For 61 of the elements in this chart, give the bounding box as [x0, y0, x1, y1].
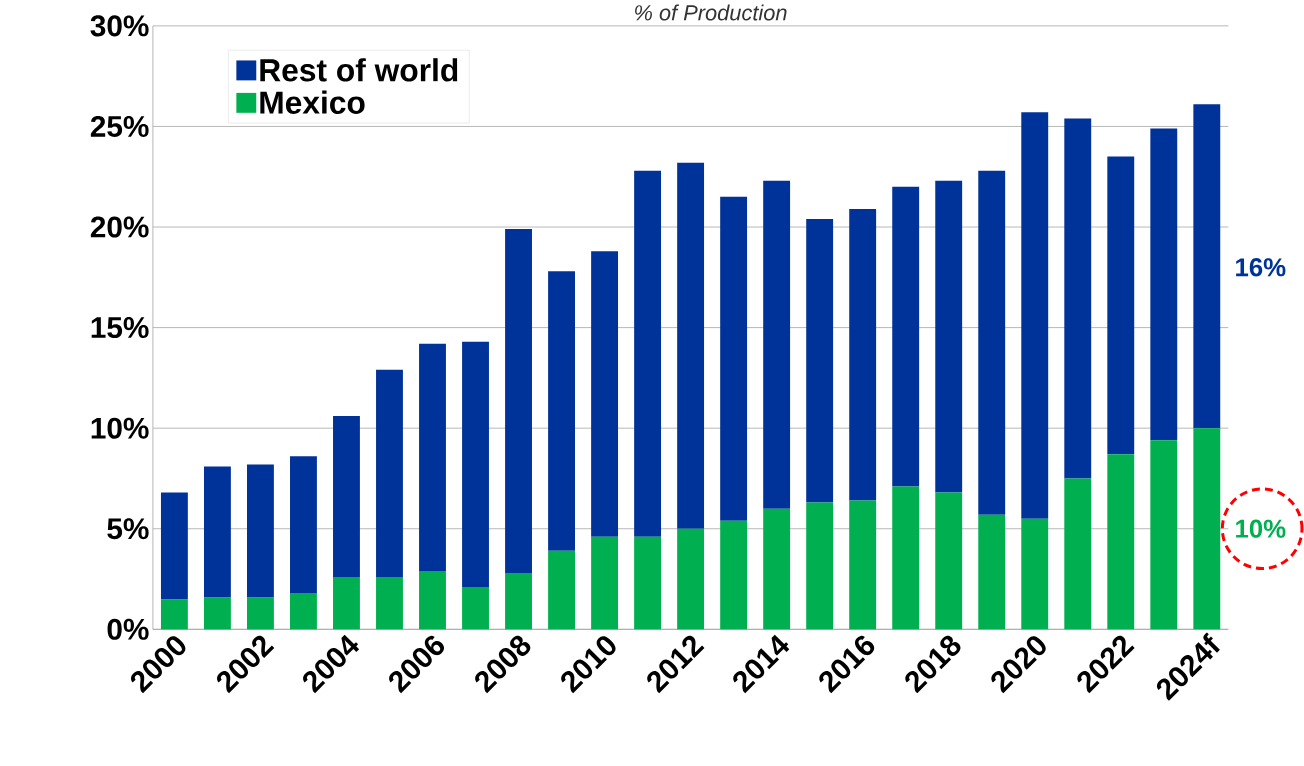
bar — [462, 587, 489, 630]
chart-title: % of Production — [635, 4, 787, 21]
bar — [203, 466, 231, 598]
bar — [978, 170, 1006, 515]
bar — [892, 486, 920, 630]
legend-label: Mexico — [260, 90, 365, 115]
bar — [246, 597, 274, 630]
bar — [333, 577, 360, 630]
bar — [376, 369, 403, 578]
y-tick-label: 20% — [90, 216, 149, 238]
bar — [677, 528, 705, 630]
bar — [1107, 454, 1135, 630]
bar — [1150, 440, 1178, 630]
bar — [1150, 128, 1178, 441]
bar — [505, 573, 532, 630]
bar — [935, 492, 963, 630]
bar — [333, 416, 360, 578]
bar — [1064, 478, 1092, 630]
bar — [892, 186, 920, 487]
bar — [419, 343, 446, 572]
bar — [548, 550, 575, 630]
annotation: 16% — [1236, 258, 1286, 277]
y-tick-label: 30% — [90, 15, 149, 37]
bar — [290, 593, 317, 630]
bar — [1193, 104, 1221, 429]
y-tick-label: 25% — [90, 116, 149, 138]
bar — [462, 341, 489, 588]
bar — [720, 196, 748, 521]
bar — [290, 456, 317, 594]
bar — [677, 162, 705, 529]
bar — [978, 514, 1006, 630]
bar — [505, 229, 532, 574]
bar — [419, 571, 446, 630]
bar — [806, 219, 834, 503]
bar — [160, 599, 188, 630]
bar — [376, 577, 403, 630]
y-tick-label: 10% — [91, 417, 149, 439]
bar — [849, 209, 877, 501]
bar — [1107, 156, 1135, 455]
bar — [763, 180, 791, 509]
bar — [160, 492, 188, 600]
bar — [935, 180, 963, 493]
bar — [246, 464, 274, 598]
bar — [720, 520, 748, 630]
bar — [1021, 518, 1049, 630]
annotation: 10% — [1236, 519, 1286, 538]
bar — [849, 500, 877, 630]
bar — [1021, 112, 1049, 519]
bar — [591, 536, 619, 630]
bar — [203, 597, 231, 630]
y-tick-label: 5% — [107, 518, 149, 540]
bar — [763, 508, 791, 630]
bar — [591, 251, 619, 537]
bar — [634, 536, 662, 630]
bar — [548, 271, 575, 551]
bar — [1064, 118, 1092, 479]
bar — [806, 502, 834, 630]
bar — [634, 170, 662, 537]
y-tick-label: 15% — [91, 317, 149, 339]
legend-label: Rest of world — [260, 58, 458, 82]
bar — [1193, 428, 1221, 630]
